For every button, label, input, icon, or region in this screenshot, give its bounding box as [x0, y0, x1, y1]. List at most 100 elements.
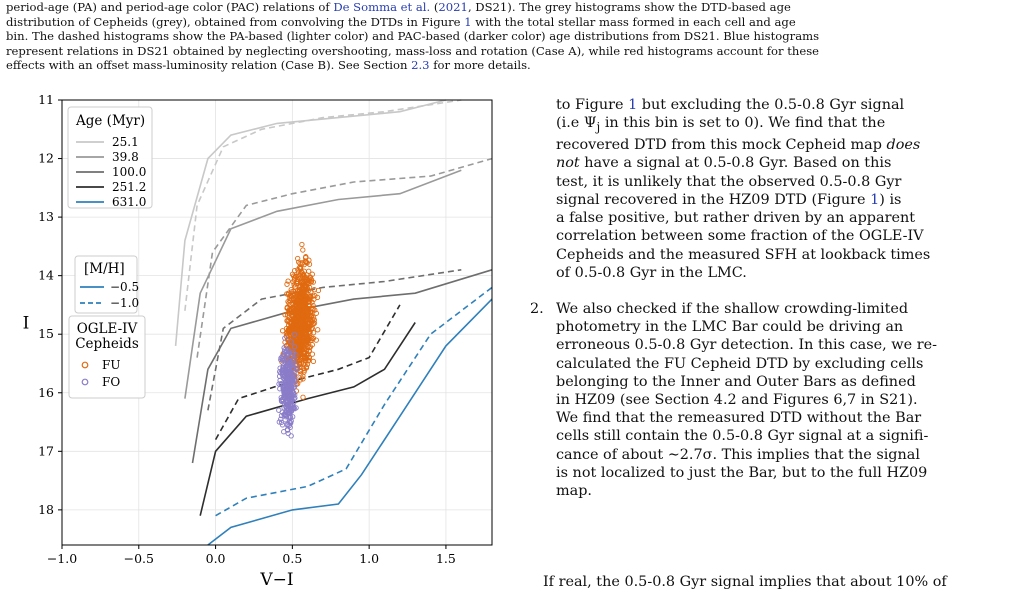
isochrone-631.0-dashed — [215, 286, 493, 517]
point-FU — [296, 317, 302, 323]
point-FU — [301, 280, 307, 286]
caption-line-5: effects with an offset mass-luminosity r… — [6, 58, 531, 73]
legend-age-label: 631.0 — [112, 195, 146, 209]
caption-line-1: period-age (PA) and period-age color (PA… — [6, 0, 791, 14]
point-FU — [279, 328, 286, 334]
x-tick-label: −0.5 — [124, 551, 154, 566]
point-FO — [291, 331, 298, 338]
y-tick-label: 17 — [38, 443, 54, 458]
legend-age-box — [67, 106, 153, 209]
point-FO — [291, 344, 298, 350]
point-FU — [309, 271, 315, 277]
point-FO — [281, 352, 288, 359]
point-FU — [300, 376, 306, 382]
point-FO — [281, 345, 287, 351]
y-tick-label: 12 — [38, 151, 54, 166]
point-FU — [300, 247, 306, 253]
point-FU — [307, 323, 313, 329]
point-FU — [311, 287, 317, 293]
citation-year-link[interactable]: 2021 — [438, 0, 468, 14]
point-FO — [287, 402, 293, 408]
point-FU — [286, 326, 292, 332]
caption-line-4: represent relations in DS21 obtained by … — [6, 43, 820, 58]
point-FU — [287, 298, 293, 304]
point-FO — [290, 414, 296, 420]
legend-ceph-title-2: Cepheids — [75, 336, 139, 352]
figure-ref-link[interactable]: 1 — [464, 14, 472, 29]
point-FU — [297, 304, 303, 310]
section-ref-link[interactable]: 2.3 — [411, 58, 430, 73]
point-FU — [292, 267, 298, 274]
point-FO — [276, 381, 282, 387]
point-FU — [297, 271, 304, 277]
legend-ceph-title-1: OGLE-IV — [77, 321, 138, 337]
figure-ref-link[interactable]: 1 — [870, 191, 880, 208]
legend-mh-label: −1.0 — [110, 296, 139, 310]
cepheid-points — [276, 241, 322, 439]
point-FU — [300, 394, 306, 400]
point-FO — [281, 412, 287, 418]
point-FU — [288, 316, 295, 322]
point-FU — [284, 312, 291, 318]
point-FO — [280, 367, 286, 373]
point-FU — [300, 304, 306, 310]
isochrone-curves — [174, 99, 493, 546]
point-FU — [295, 255, 301, 262]
point-FU — [305, 296, 311, 302]
legend-cepheids: OGLE-IV Cepheids FU FO — [68, 315, 146, 399]
point-FO — [288, 420, 294, 426]
point-FO — [279, 422, 286, 428]
legend-ceph-marker — [81, 361, 89, 369]
legend-age-label: 39.8 — [112, 150, 139, 164]
x-tick-label: 0.0 — [206, 551, 226, 566]
point-FU — [301, 268, 307, 274]
isochrone-251.2-solid — [199, 322, 416, 516]
legend-age-label: 25.1 — [112, 135, 139, 149]
list-number: 2. — [530, 300, 544, 317]
point-FO — [276, 419, 282, 425]
point-FU — [298, 371, 304, 377]
point-FO — [290, 389, 297, 396]
figure-ref-link[interactable]: 1 — [628, 97, 638, 113]
cmd-figure: −1.0 −0.5 0.0 0.5 1.0 1.5 11 12 13 14 15 16 17 18 V−I… — [23, 92, 493, 589]
point-FU — [301, 293, 307, 299]
point-FO — [283, 363, 289, 369]
point-FU — [287, 329, 293, 336]
point-FO — [292, 381, 298, 388]
point-FU — [309, 299, 315, 305]
point-FO — [278, 398, 285, 404]
point-FU — [285, 319, 291, 325]
point-FU — [298, 339, 304, 345]
point-FU — [302, 287, 309, 294]
y-tick-label: 13 — [38, 209, 54, 224]
point-FO — [280, 367, 287, 374]
legend-ceph-label: FU — [102, 358, 120, 372]
point-FO — [290, 360, 296, 367]
point-FU — [288, 289, 295, 295]
point-FU — [296, 329, 302, 336]
y-tick-label: 15 — [38, 326, 54, 341]
legend-age-title: Age (Myr) — [75, 113, 145, 129]
isochrone-631.0-solid — [207, 298, 493, 546]
point-FO — [282, 347, 288, 353]
point-FU — [312, 293, 318, 299]
point-FO — [286, 393, 292, 400]
y-axis-label: I — [23, 314, 30, 334]
point-FU — [308, 305, 314, 311]
point-FO — [291, 404, 297, 410]
point-FU — [300, 365, 307, 372]
point-FU — [307, 344, 314, 350]
isochrone-39.8-solid — [184, 169, 462, 399]
point-FO — [287, 360, 293, 366]
point-FU — [287, 295, 293, 301]
point-FO — [287, 409, 293, 415]
point-FU — [315, 327, 321, 333]
citation-link[interactable]: De Somma et al. — [333, 0, 431, 14]
point-FU — [304, 293, 310, 300]
point-FU — [310, 293, 316, 299]
caption-line-2: distribution of Cepheids (grey), obtaine… — [6, 14, 796, 29]
point-FU — [304, 307, 310, 313]
plot-frame — [61, 99, 493, 546]
point-FO — [287, 372, 293, 378]
